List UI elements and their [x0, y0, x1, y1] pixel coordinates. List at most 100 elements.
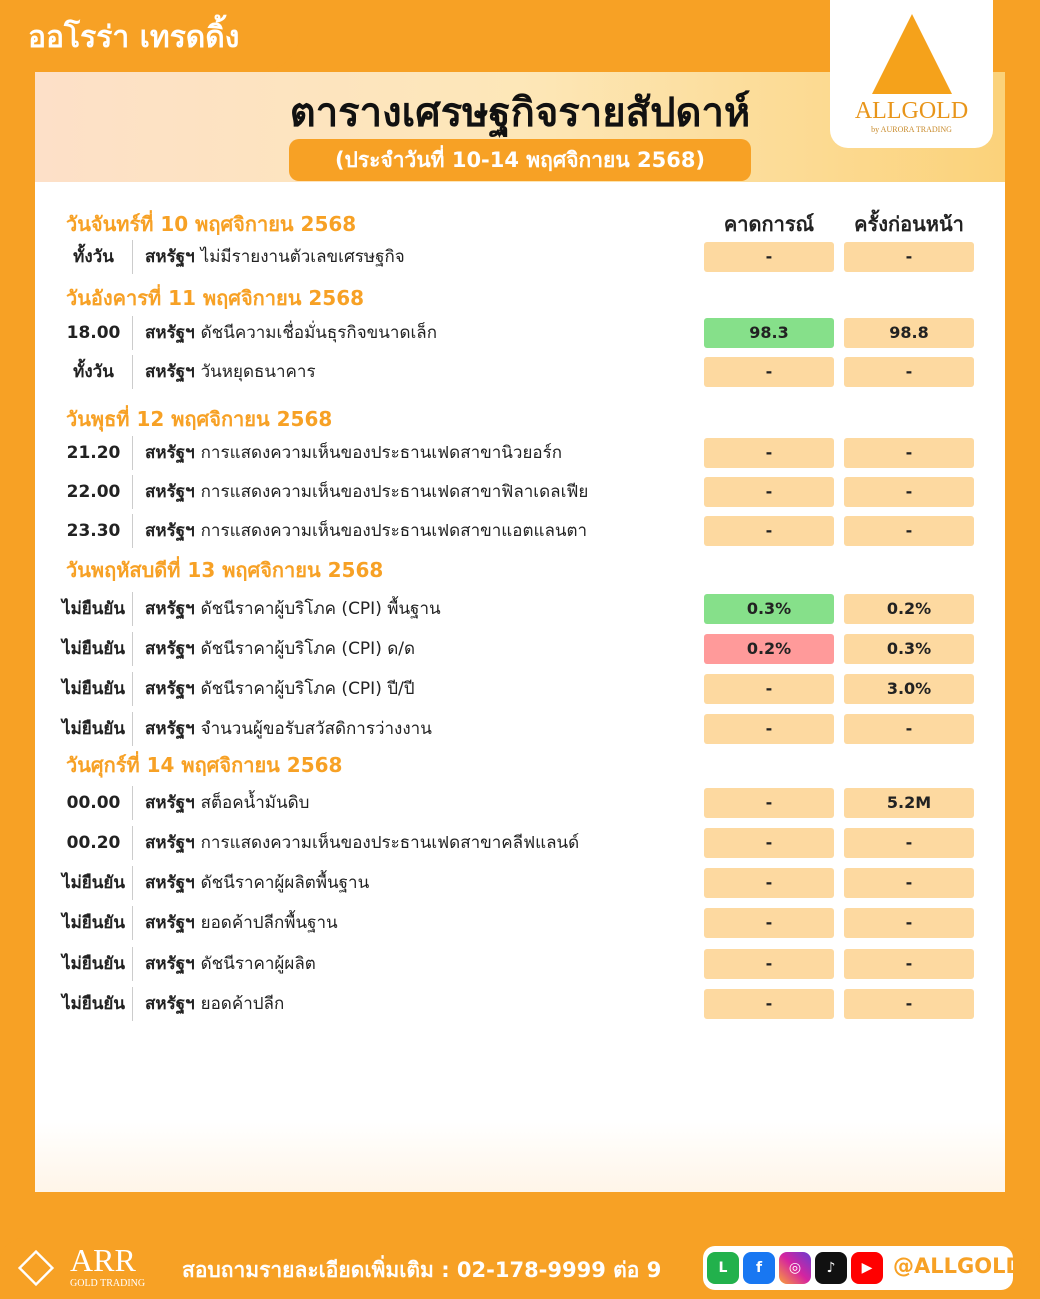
event-time: 00.20: [55, 826, 133, 860]
date-range: (ประจำวันที่ 10-14 พฤศจิกายน 2568): [289, 139, 751, 181]
event-title: ดัชนีราคาผู้บริโภค (CPI) ปี/ปี: [200, 679, 415, 699]
event-country: สหรัฐฯ: [145, 833, 195, 853]
event-title: ไม่มีรายงานตัวเลขเศรษฐกิจ: [200, 247, 405, 267]
event-time: ไม่ยืนยัน: [55, 632, 133, 666]
youtube-icon[interactable]: ▶: [851, 1252, 883, 1284]
event-time: 00.00: [55, 786, 133, 820]
column-forecast: คาดการณ์: [723, 212, 815, 236]
day-header: วันอังคารที่ 11 พฤศจิกายน 2568: [66, 286, 365, 310]
event-title: การแสดงความเห็นของประธานเฟดสาขาแอตแลนตา: [200, 521, 588, 541]
event-title: การแสดงความเห็นของประธานเฟดสาขาฟิลาเดลเฟ…: [200, 482, 589, 502]
table-row: ไม่ยืนยัน สหรัฐฯ ยอดค้าปลีกพื้นฐาน - -: [55, 906, 985, 940]
event-name: สหรัฐฯ ดัชนีราคาผู้บริโภค (CPI) ปี/ปี: [145, 672, 415, 706]
previous-value: 3.0%: [844, 674, 974, 704]
event-name: สหรัฐฯ การแสดงความเห็นของประธานเฟดสาขาแอต…: [145, 514, 587, 548]
tiktok-icon[interactable]: ♪: [815, 1252, 847, 1284]
brand-tab: [0, 0, 300, 72]
event-time: ไม่ยืนยัน: [55, 712, 133, 746]
logo-by: by AURORA TRADING: [871, 125, 952, 134]
event-title: ดัชนีราคาผู้บริโภค (CPI) ด/ด: [200, 639, 416, 659]
previous-value: -: [844, 357, 974, 387]
event-country: สหรัฐฯ: [145, 913, 195, 933]
forecast-value: -: [704, 908, 834, 938]
day-header: วันจันทร์ที่ 10 พฤศจิกายน 2568: [66, 212, 357, 236]
previous-value: 98.8: [844, 318, 974, 348]
forecast-value: -: [704, 438, 834, 468]
event-title: การแสดงความเห็นของประธานเฟดสาขานิวยอร์ก: [200, 443, 563, 463]
forecast-value: -: [704, 788, 834, 818]
table-row: ไม่ยืนยัน สหรัฐฯ ดัชนีราคาผู้ผลิตพื้นฐาน …: [55, 866, 985, 900]
event-country: สหรัฐฯ: [145, 247, 195, 267]
event-title: ดัชนีความเชื่อมั่นธุรกิจขนาดเล็ก: [200, 323, 438, 343]
event-time: ไม่ยืนยัน: [55, 672, 133, 706]
previous-value: -: [844, 989, 974, 1019]
previous-value: 5.2M: [844, 788, 974, 818]
event-country: สหรัฐฯ: [145, 679, 195, 699]
event-country: สหรัฐฯ: [145, 482, 195, 502]
social-handle[interactable]: @ALLGOLD: [893, 1254, 1023, 1278]
event-name: สหรัฐฯ การแสดงความเห็นของประธานเฟดสาขาฟิล…: [145, 475, 588, 509]
previous-value: 0.3%: [844, 634, 974, 664]
logo-name: ALLGOLD: [854, 98, 969, 124]
facebook-icon[interactable]: f: [743, 1252, 775, 1284]
table-row: 00.00 สหรัฐฯ สต็อคน้ำมันดิบ - 5.2M: [55, 786, 985, 820]
event-country: สหรัฐฯ: [145, 994, 195, 1014]
page-title: ตารางเศรษฐกิจรายสัปดาห์: [289, 90, 751, 136]
event-title: วันหยุดธนาคาร: [200, 362, 316, 382]
company-name: ARR: [70, 1242, 136, 1278]
table-row: ไม่ยืนยัน สหรัฐฯ ดัชนีราคาผู้ผลิต - -: [55, 947, 985, 981]
event-time: ไม่ยืนยัน: [55, 866, 133, 900]
event-title: ดัชนีราคาผู้บริโภค (CPI) พื้นฐาน: [200, 599, 441, 619]
table-row: 22.00 สหรัฐฯ การแสดงความเห็นของประธานเฟดส…: [55, 475, 985, 509]
column-previous: ครั้งก่อนหน้า: [854, 212, 964, 236]
event-time: ทั้งวัน: [55, 240, 133, 274]
table-row: 18.00 สหรัฐฯ ดัชนีความเชื่อมั่นธุรกิจขนาด…: [55, 316, 985, 350]
table-row: ไม่ยืนยัน สหรัฐฯ ยอดค้าปลีก - -: [55, 987, 985, 1021]
event-time: 18.00: [55, 316, 133, 350]
logo-triangle-icon: [871, 14, 952, 94]
content-panel: [35, 72, 1005, 1192]
forecast-value: -: [704, 516, 834, 546]
event-country: สหรัฐฯ: [145, 323, 195, 343]
event-name: สหรัฐฯ ดัชนีราคาผู้บริโภค (CPI) พื้นฐาน: [145, 592, 441, 626]
event-name: สหรัฐฯ ยอดค้าปลีก: [145, 987, 284, 1021]
previous-value: 0.2%: [844, 594, 974, 624]
forecast-value: -: [704, 477, 834, 507]
forecast-value: -: [704, 674, 834, 704]
forecast-value: -: [704, 868, 834, 898]
instagram-icon[interactable]: ◎: [779, 1252, 811, 1284]
table-row: ทั้งวัน สหรัฐฯ ไม่มีรายงานตัวเลขเศรษฐกิจ …: [55, 240, 985, 274]
event-title: การแสดงความเห็นของประธานเฟดสาขาคลีฟแลนด์: [200, 833, 580, 853]
event-name: สหรัฐฯ ดัชนีความเชื่อมั่นธุรกิจขนาดเล็ก: [145, 316, 437, 350]
table-row: 00.20 สหรัฐฯ การแสดงความเห็นของประธานเฟดส…: [55, 826, 985, 860]
previous-value: -: [844, 516, 974, 546]
event-country: สหรัฐฯ: [145, 443, 195, 463]
event-time: 23.30: [55, 514, 133, 548]
diamond-icon: [17, 1249, 55, 1287]
event-name: สหรัฐฯ ไม่มีรายงานตัวเลขเศรษฐกิจ: [145, 240, 405, 274]
brand-name: ออโรร่า เทรดดิ้ง: [28, 20, 240, 55]
event-name: สหรัฐฯ ดัชนีราคาผู้ผลิตพื้นฐาน: [145, 866, 369, 900]
forecast-value: -: [704, 714, 834, 744]
forecast-value: -: [704, 357, 834, 387]
social-bar: L f ◎ ♪ ▶ @ALLGOLD: [703, 1246, 1023, 1290]
event-title: ยอดค้าปลีก: [200, 994, 285, 1014]
event-name: สหรัฐฯ ยอดค้าปลีกพื้นฐาน: [145, 906, 338, 940]
allgold-logo: ALLGOLD by AURORA TRADING: [830, 0, 993, 148]
event-country: สหรัฐฯ: [145, 793, 195, 813]
event-title: จำนวนผู้ขอรับสวัสดิการว่างงาน: [200, 719, 432, 739]
forecast-value: -: [704, 949, 834, 979]
forecast-value: 0.2%: [704, 634, 834, 664]
event-title: ดัชนีราคาผู้ผลิต: [200, 954, 316, 974]
previous-value: -: [844, 438, 974, 468]
event-country: สหรัฐฯ: [145, 873, 195, 893]
event-name: สหรัฐฯ จำนวนผู้ขอรับสวัสดิการว่างงาน: [145, 712, 432, 746]
event-name: สหรัฐฯ ดัชนีราคาผู้ผลิต: [145, 947, 316, 981]
event-time: 22.00: [55, 475, 133, 509]
event-name: สหรัฐฯ สต็อคน้ำมันดิบ: [145, 786, 309, 820]
event-time: ไม่ยืนยัน: [55, 987, 133, 1021]
event-name: สหรัฐฯ การแสดงความเห็นของประธานเฟดสาขาคลี…: [145, 826, 579, 860]
footer: ARR GOLD TRADING สอบถามรายละเอียดเพิ่มเต…: [0, 1238, 1040, 1299]
previous-value: -: [844, 868, 974, 898]
line-icon[interactable]: L: [707, 1252, 739, 1284]
